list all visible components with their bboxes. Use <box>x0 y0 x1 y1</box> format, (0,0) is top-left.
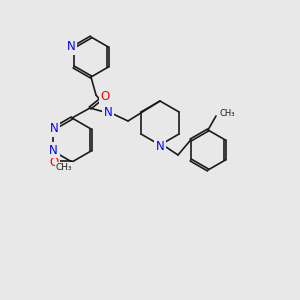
Text: O: O <box>100 91 109 103</box>
Text: N: N <box>156 140 164 152</box>
Text: O: O <box>50 155 58 169</box>
Text: N: N <box>103 106 112 119</box>
Text: N: N <box>50 122 58 136</box>
Text: N: N <box>67 40 76 53</box>
Text: CH₃: CH₃ <box>56 163 72 172</box>
Text: N: N <box>49 143 57 157</box>
Text: CH₃: CH₃ <box>220 109 236 118</box>
